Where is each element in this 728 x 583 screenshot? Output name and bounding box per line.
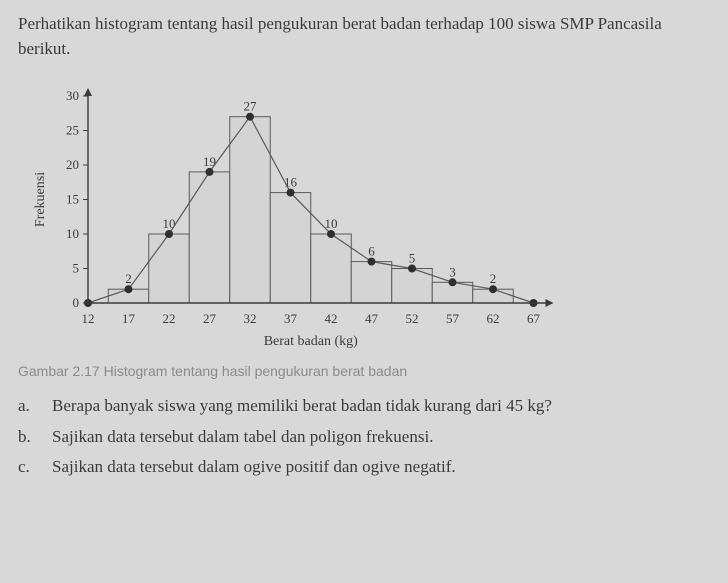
question-text: Sajikan data tersebut dalam tabel dan po…	[52, 424, 710, 450]
bar-value-label: 6	[368, 244, 375, 259]
polygon-marker	[408, 265, 416, 273]
polygon-marker	[368, 258, 376, 266]
histogram-bar	[351, 262, 392, 303]
question-letter: b.	[18, 424, 36, 450]
x-tick-label: 47	[365, 311, 379, 326]
x-tick-label: 37	[284, 311, 298, 326]
histogram-bar	[230, 117, 271, 303]
bar-value-label: 3	[449, 265, 456, 280]
y-tick-label: 15	[66, 192, 79, 207]
x-tick-label: 62	[487, 311, 500, 326]
figure-caption: Gambar 2.17 Histogram tentang hasil peng…	[18, 363, 710, 379]
y-tick-label: 10	[66, 226, 79, 241]
y-tick-label: 20	[66, 157, 79, 172]
question-text: Sajikan data tersebut dalam ogive positi…	[52, 454, 710, 480]
histogram-bar	[270, 193, 311, 303]
polygon-marker	[246, 113, 254, 121]
x-tick-label: 12	[82, 311, 95, 326]
histogram-bar	[189, 172, 230, 303]
x-tick-label: 32	[244, 311, 257, 326]
question-list: a. Berapa banyak siswa yang memiliki ber…	[18, 393, 710, 480]
x-tick-label: 17	[122, 311, 136, 326]
histogram-chart: 2101927161065320510152025301217222732374…	[26, 71, 586, 351]
bar-value-label: 2	[125, 271, 132, 286]
y-tick-label: 0	[73, 295, 80, 310]
y-axis-label: Frekuensi	[33, 172, 48, 227]
polygon-marker	[287, 189, 295, 197]
polygon-marker	[165, 230, 173, 238]
polygon-marker	[327, 230, 335, 238]
bar-value-label: 5	[409, 251, 416, 266]
x-axis-label: Berat badan (kg)	[264, 334, 358, 349]
question-b: b. Sajikan data tersebut dalam tabel dan…	[18, 424, 710, 450]
y-tick-label: 30	[66, 88, 79, 103]
intro-text: Perhatikan histogram tentang hasil pengu…	[18, 12, 710, 61]
x-tick-label: 52	[406, 311, 419, 326]
bar-value-label: 10	[163, 216, 176, 231]
x-axis-arrow	[546, 299, 554, 307]
bar-value-label: 27	[244, 99, 258, 114]
x-tick-label: 22	[163, 311, 176, 326]
question-c: c. Sajikan data tersebut dalam ogive pos…	[18, 454, 710, 480]
polygon-marker	[489, 285, 497, 293]
y-axis-arrow	[84, 88, 92, 96]
question-text: Berapa banyak siswa yang memiliki berat …	[52, 393, 710, 419]
question-letter: a.	[18, 393, 36, 419]
bar-value-label: 16	[284, 175, 298, 190]
polygon-marker	[206, 168, 214, 176]
x-tick-label: 57	[446, 311, 460, 326]
question-letter: c.	[18, 454, 36, 480]
question-a: a. Berapa banyak siswa yang memiliki ber…	[18, 393, 710, 419]
bar-value-label: 2	[490, 271, 497, 286]
x-tick-label: 42	[325, 311, 338, 326]
polygon-marker	[449, 279, 457, 287]
polygon-marker	[125, 285, 133, 293]
histogram-bar	[149, 234, 190, 303]
y-tick-label: 5	[73, 261, 80, 276]
y-tick-label: 25	[66, 123, 79, 138]
x-tick-label: 27	[203, 311, 217, 326]
x-tick-label: 67	[527, 311, 541, 326]
